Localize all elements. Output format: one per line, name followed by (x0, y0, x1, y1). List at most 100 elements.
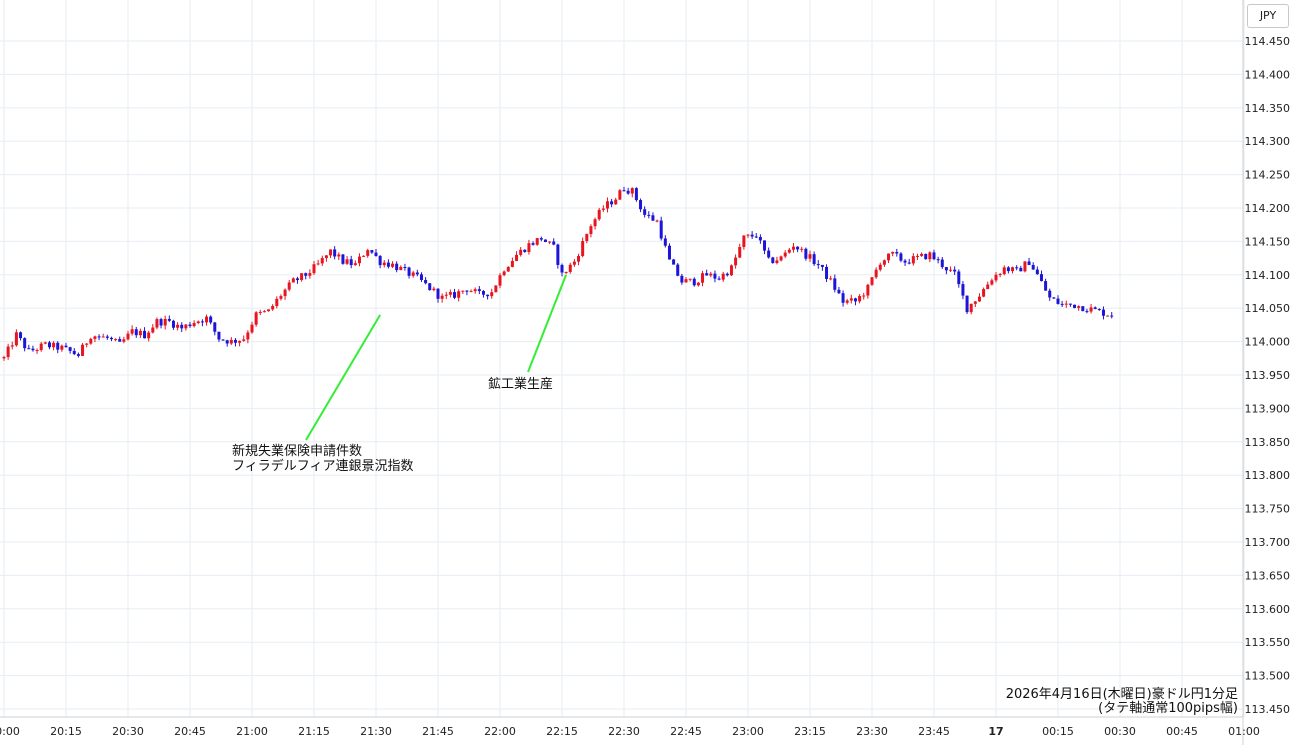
candle-body (1085, 311, 1089, 313)
candle-body (564, 271, 568, 273)
candle-body (812, 254, 816, 265)
candle-body (862, 295, 866, 297)
candle-body (19, 332, 23, 339)
candle-body (205, 316, 209, 323)
candle-body (787, 249, 791, 253)
candle-body (105, 336, 109, 338)
candle-body (374, 252, 378, 256)
candle-body (572, 261, 576, 265)
candle-body (291, 278, 295, 283)
candle-body (552, 241, 556, 245)
candle-body (498, 275, 502, 286)
candle-body (254, 312, 258, 325)
candle-body (275, 298, 279, 307)
candle-body (1101, 309, 1105, 316)
candle-body (882, 260, 886, 265)
candle-body (659, 220, 663, 239)
candle-body (593, 219, 597, 227)
candle-body (357, 256, 361, 264)
x-tick-label: 17 (988, 725, 1003, 738)
candle-body (295, 278, 299, 281)
annotation-label: フィラデルフィア連銀景況指数 (232, 458, 413, 474)
candle-body (870, 277, 874, 285)
candle-body (701, 273, 705, 283)
candle-body (2, 357, 6, 359)
candle-body (304, 273, 308, 276)
candle-body (415, 272, 419, 275)
candle-body (543, 239, 547, 242)
candle-body (1068, 303, 1072, 305)
candle-body (920, 253, 924, 256)
candle-body (845, 300, 849, 303)
candle-body (680, 275, 684, 283)
candle-body (308, 273, 312, 276)
candle-body (957, 271, 961, 285)
candle-body (159, 319, 163, 326)
currency-label[interactable]: JPY (1247, 4, 1289, 28)
candle-body (1089, 307, 1093, 312)
x-tick-label: 23:15 (794, 725, 826, 738)
candle-body (114, 339, 118, 341)
candle-body (523, 249, 527, 252)
candle-body (949, 269, 953, 271)
candle-body (1060, 303, 1064, 305)
y-tick-label: 114.350 (1245, 102, 1291, 115)
candle-body (122, 339, 126, 342)
candle-body (639, 200, 643, 210)
candle-body (14, 332, 18, 346)
annotation-label: 新規失業保険申請件数 (232, 443, 362, 459)
candle-body (1011, 267, 1015, 272)
candle-body (820, 264, 824, 267)
y-tick-label: 114.100 (1245, 269, 1291, 282)
candle-body (944, 267, 948, 271)
candle-body (936, 259, 940, 261)
candle-body (316, 263, 320, 265)
candle-body (1081, 306, 1085, 312)
x-tick-label: 01:00 (1228, 725, 1260, 738)
candle-body (651, 215, 655, 221)
candle-body (481, 290, 485, 295)
candle-body (626, 190, 630, 194)
candle-body (535, 238, 539, 245)
candle-body (486, 294, 490, 297)
candle-body (163, 318, 167, 326)
candle-body (1093, 307, 1097, 309)
candle-body (605, 201, 609, 209)
candle-body (209, 316, 213, 323)
candle-body (994, 274, 998, 281)
candle-body (841, 293, 845, 303)
candle-body (705, 273, 709, 276)
candle-body (494, 285, 498, 293)
candle-body (585, 234, 589, 242)
candle-body (419, 274, 423, 280)
candle-body (39, 343, 43, 351)
y-tick-label: 113.750 (1245, 503, 1291, 516)
candle-body (35, 350, 39, 352)
candle-body (171, 320, 175, 328)
candle-body (510, 260, 514, 267)
annotation-lines (305, 274, 568, 441)
candle-body (932, 252, 936, 260)
candle-body (1048, 290, 1052, 298)
candle-body (696, 282, 700, 286)
candle-body (581, 241, 585, 257)
candle-body (763, 240, 767, 251)
x-tick-label: 21:00 (236, 725, 268, 738)
candle-body (279, 296, 283, 299)
candle-body (242, 339, 246, 341)
candle-body (138, 330, 142, 336)
candle-body (1002, 267, 1006, 275)
candle-body (796, 246, 800, 250)
candle-body (634, 188, 638, 201)
candle-body (320, 258, 324, 264)
chart-caption-line1: 2026年4月16日(木曜日)豪ドル円1分足 (1006, 686, 1238, 702)
candle-body (341, 254, 345, 264)
candle-body (771, 257, 775, 263)
candle-body (403, 267, 407, 269)
candle-body (370, 250, 374, 253)
candle-body (81, 344, 85, 356)
candle-body (655, 220, 659, 222)
candle-body (775, 260, 779, 263)
